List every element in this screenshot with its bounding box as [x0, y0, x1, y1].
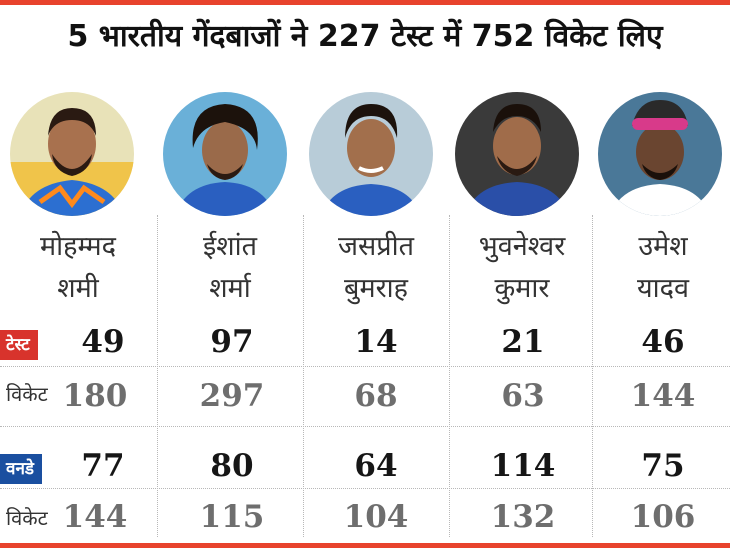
row-divider	[0, 488, 730, 489]
player-photo-umesh	[598, 92, 722, 216]
odi-wickets-value: 104	[343, 499, 409, 535]
player-photo-bumrah	[309, 92, 433, 216]
player-first-name: मोहम्मद	[39, 231, 117, 262]
player-name-bhuvneshwar: भुवनेश्वर कुमार	[452, 226, 592, 310]
player-first-name: जसप्रीत	[337, 231, 415, 262]
headline: 5 भारतीय गेंदबाजों ने 227 टेस्ट में 752 …	[67, 19, 663, 54]
odi-matches-value: 114	[490, 448, 556, 484]
player-first-name: ईशांत	[203, 231, 257, 262]
odi-wickets-value: 106	[630, 499, 696, 535]
odi-wicket-label: विकेट	[6, 506, 48, 530]
player-photo-bhuvneshwar	[455, 92, 579, 216]
top-accent-bar	[0, 0, 730, 5]
row-divider	[0, 366, 730, 367]
column-divider	[449, 215, 450, 537]
test-matches-value: 49	[81, 324, 125, 360]
player-name-shami: मोहम्मद शमी	[8, 226, 148, 310]
test-wickets-value: 144	[630, 378, 696, 414]
player-last-name: कुमार	[494, 273, 550, 304]
odi-matches-value: 64	[354, 448, 398, 484]
row-divider	[0, 426, 730, 427]
test-matches-value: 97	[210, 324, 254, 360]
odi-wickets-value: 115	[199, 499, 265, 535]
test-wickets-value: 180	[62, 378, 128, 414]
test-matches-value: 14	[354, 324, 398, 360]
player-first-name: उमेश	[638, 231, 688, 262]
player-photo-ishant	[163, 92, 287, 216]
player-photo-shami	[10, 92, 134, 216]
odi-wickets-value: 132	[490, 499, 556, 535]
test-wicket-label: विकेट	[6, 382, 48, 406]
player-last-name: शर्मा	[209, 273, 251, 304]
odi-wickets-value: 144	[62, 499, 128, 535]
player-last-name: बुमराह	[344, 273, 408, 304]
test-matches-value: 46	[641, 324, 685, 360]
player-name-bumrah: जसप्रीत बुमराह	[306, 226, 446, 310]
test-matches-value: 21	[501, 324, 545, 360]
player-first-name: भुवनेश्वर	[478, 231, 566, 262]
odi-matches-value: 75	[641, 448, 685, 484]
column-divider	[157, 215, 158, 537]
bottom-accent-bar	[0, 543, 730, 548]
odi-matches-value: 80	[210, 448, 254, 484]
player-last-name: शमी	[57, 273, 99, 304]
column-divider	[592, 215, 593, 537]
column-divider	[303, 215, 304, 537]
test-wickets-value: 297	[199, 378, 265, 414]
test-wickets-value: 63	[501, 378, 545, 414]
player-name-umesh: उमेश यादव	[593, 226, 730, 310]
player-last-name: यादव	[636, 273, 689, 304]
odi-label-badge: वनडे	[0, 454, 42, 484]
player-name-ishant: ईशांत शर्मा	[160, 226, 300, 310]
odi-matches-value: 77	[81, 448, 125, 484]
test-wickets-value: 68	[354, 378, 398, 414]
test-label-badge: टेस्ट	[0, 330, 38, 360]
